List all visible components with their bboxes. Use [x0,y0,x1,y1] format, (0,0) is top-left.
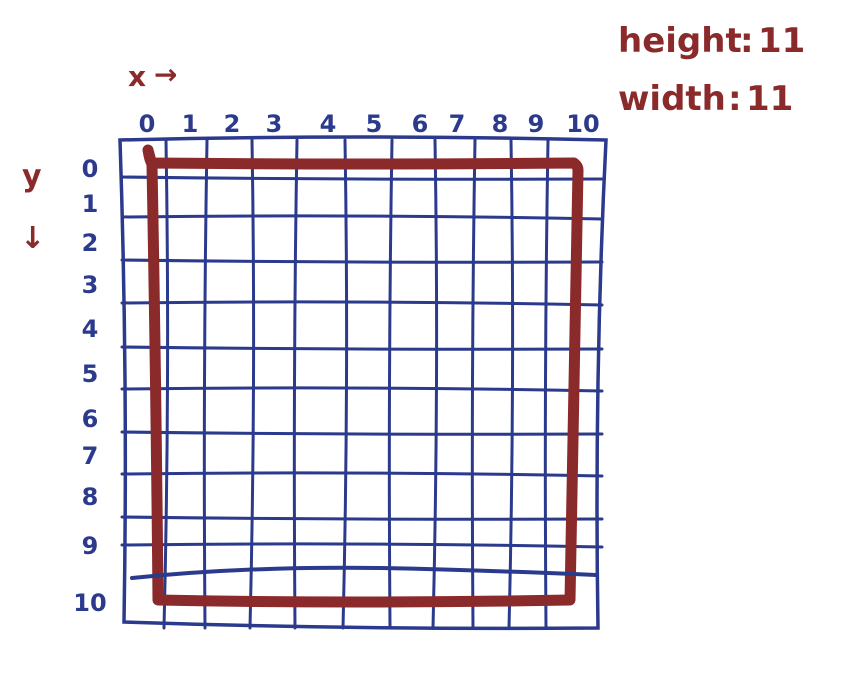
x-tick-labels: 0 1 2 3 4 5 6 7 8 9 10 [139,110,600,138]
grid-column-line [543,138,550,630]
y-tick-label: 10 [73,589,106,617]
y-tick-label: 6 [82,405,99,433]
grid-column-line [431,138,439,630]
y-tick-label: 1 [82,190,99,218]
height-separator: : [740,21,754,61]
grid-column-line [248,138,256,630]
y-tick-label: 8 [82,483,99,511]
x-axis-label: x [128,60,146,93]
y-arrow-icon: ↓ [20,221,45,256]
y-tick-label: 2 [82,229,99,257]
x-tick-label: 5 [366,110,383,138]
highlighted-square [142,144,584,608]
x-tick-label: 0 [139,110,156,138]
height-label: height [618,21,742,61]
x-tick-label: 2 [224,110,241,138]
grid-lines [120,138,604,630]
grid-column-line [292,138,299,630]
height-value: 11 [758,21,805,61]
grid-row-line [120,471,604,478]
x-tick-label: 9 [528,110,545,138]
grid-row-line [120,542,604,549]
y-tick-label: 3 [82,271,99,299]
grid-row-line [120,258,604,264]
y-tick-label: 7 [82,442,99,470]
grid-row-line [120,386,604,393]
grid-row-line [120,175,604,181]
grid-column-line [507,138,515,630]
x-tick-label: 7 [449,110,466,138]
x-tick-label: 6 [412,110,429,138]
grid-column-line [202,138,209,630]
grid-row-line [120,214,604,221]
grid-column-line [387,138,394,630]
bottom-row-stroke [130,565,598,580]
grid-frame [118,135,608,631]
width-label: width [618,79,726,119]
x-arrow-icon: → [154,58,177,91]
y-tick-labels: 0 1 2 3 4 5 6 7 8 9 10 [73,155,106,617]
x-tick-label: 8 [492,110,509,138]
grid-row-line [120,300,604,307]
y-axis-label: y [22,159,42,194]
width-value: 11 [746,79,793,119]
grid-column-line [162,138,170,630]
x-tick-label: 3 [266,110,283,138]
grid-row-line [120,345,604,351]
x-tick-label: 10 [566,110,599,138]
y-tick-label: 9 [82,532,99,560]
x-tick-label: 4 [320,110,337,138]
grid-row-line [120,515,604,521]
grid-column-line [341,138,349,630]
width-separator: : [728,79,742,119]
grid-column-line [470,138,477,630]
y-tick-label: 4 [82,315,99,343]
dimension-annotations: height : 11 width : 11 [618,21,805,119]
y-tick-label: 5 [82,360,99,388]
y-axis-direction: y ↓ [20,159,45,256]
y-tick-label: 0 [82,155,99,183]
x-tick-label: 1 [182,110,199,138]
grid-row-line [120,430,604,436]
x-axis-direction: x → [128,58,177,93]
